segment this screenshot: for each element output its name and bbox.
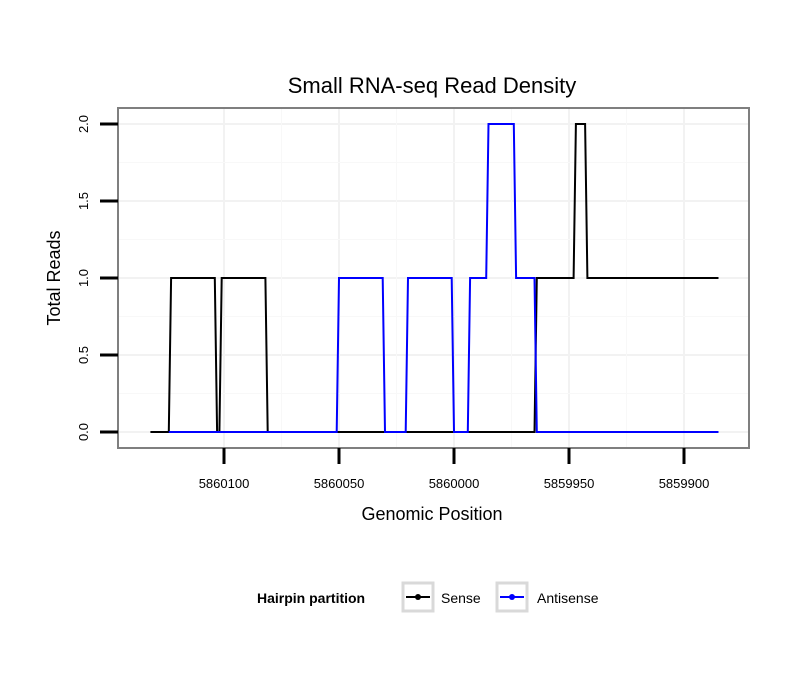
x-tick-label-4: 5859900	[659, 476, 710, 491]
legend-point-antisense	[509, 594, 515, 600]
x-tick-label-3: 5859950	[544, 476, 595, 491]
x-axis-title: Genomic Position	[361, 504, 502, 524]
axes: 5860100 5860050 5860000 5859950 5859900 0.0 0.…	[76, 115, 709, 491]
chart-title: Small RNA-seq Read Density	[288, 73, 577, 98]
legend: Hairpin partition Sense Antisense	[257, 581, 599, 613]
series-line-antisense	[168, 123, 719, 433]
legend-label-antisense: Antisense	[537, 590, 599, 606]
legend-item-antisense: Antisense	[495, 581, 599, 613]
legend-item-sense: Sense	[401, 581, 481, 613]
legend-point-sense	[415, 594, 421, 600]
y-axis-title: Total Reads	[44, 230, 64, 325]
x-tick-label-1: 5860050	[314, 476, 365, 491]
y-tick-label-3: 1.5	[76, 192, 91, 210]
y-tick-label-2: 1.0	[76, 269, 91, 287]
legend-label-sense: Sense	[441, 590, 481, 606]
x-tick-label-0: 5860100	[199, 476, 250, 491]
series-lines	[150, 123, 719, 433]
legend-title: Hairpin partition	[257, 590, 365, 606]
y-tick-label-0: 0.0	[76, 423, 91, 441]
y-tick-label-1: 0.5	[76, 346, 91, 364]
y-tick-label-4: 2.0	[76, 115, 91, 133]
x-tick-label-2: 5860000	[429, 476, 480, 491]
